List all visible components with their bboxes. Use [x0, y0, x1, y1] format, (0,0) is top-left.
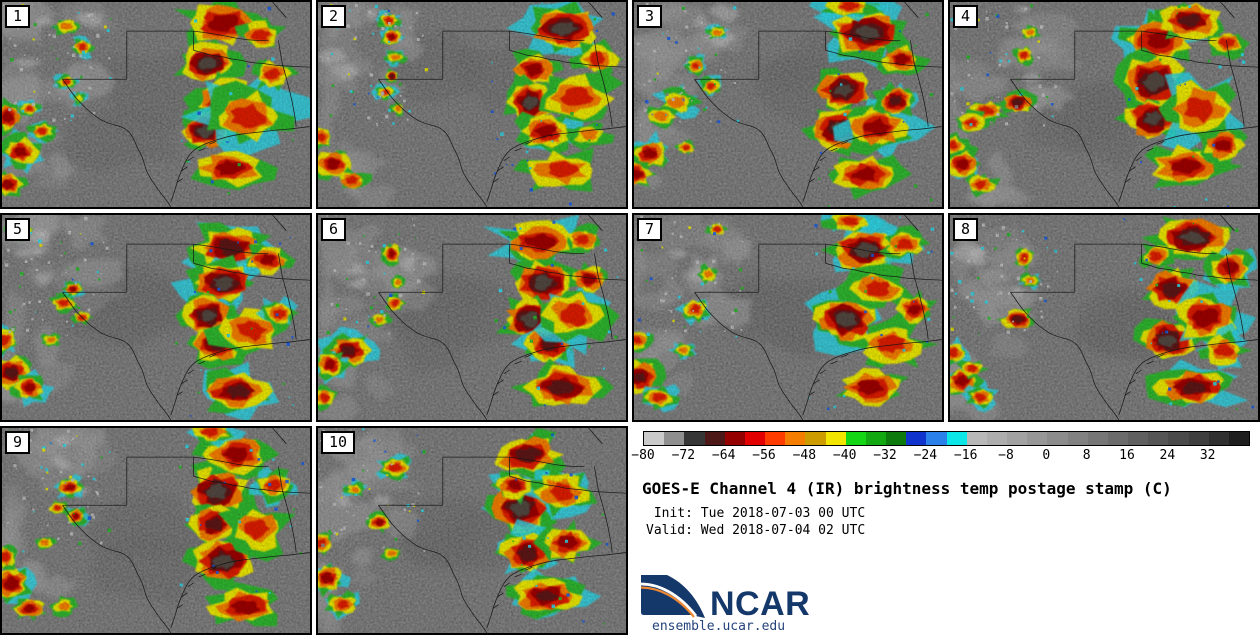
satellite-map	[2, 2, 310, 207]
member-number: 6	[321, 218, 347, 241]
valid-time: Valid: Wed 2018-07-04 02 UTC	[646, 523, 866, 538]
member-number: 10	[321, 431, 356, 454]
member-number: 8	[953, 218, 979, 241]
colorbar-segment	[704, 432, 725, 445]
colorbar-segment	[664, 432, 685, 445]
colorbar-segment	[1027, 432, 1048, 445]
colorbar-segment	[1208, 432, 1229, 445]
satellite-map	[318, 2, 626, 207]
colorbar-segment	[1128, 432, 1149, 445]
colorbar-segment	[1228, 432, 1250, 445]
colorbar-tick-label: 8	[1082, 448, 1091, 463]
satellite-map	[2, 215, 310, 420]
colorbar-segment	[1107, 432, 1129, 445]
member-number: 5	[5, 218, 31, 241]
satellite-map	[318, 215, 626, 420]
satellite-map	[2, 428, 310, 633]
stamp-panel-6: 6	[316, 213, 628, 422]
member-number: 7	[637, 218, 663, 241]
satellite-map	[950, 215, 1258, 420]
colorbar-segment	[906, 432, 927, 445]
colorbar-segment	[744, 432, 766, 445]
colorbar-tick-label: −24	[913, 448, 938, 463]
colorbar-tick-labels: −80 −72 −64 −56 −48 −40 −32 −24 −16 −8 0 8 16 24 32	[631, 448, 1248, 463]
member-number: 1	[5, 5, 31, 28]
colorbar-tick-label: −64	[711, 448, 736, 463]
colorbar-segment	[1047, 432, 1068, 445]
colorbar-segment	[865, 432, 887, 445]
site-url: ensemble.ucar.edu	[652, 619, 786, 634]
colorbar-segment	[1148, 432, 1169, 445]
colorbar-segment	[1168, 432, 1189, 445]
colorbar-segment	[986, 432, 1008, 445]
member-number: 9	[5, 431, 31, 454]
stamp-panel-10: 10	[316, 426, 628, 635]
colorbar-tick-label: 32	[1199, 448, 1216, 463]
colorbar-segment	[644, 432, 665, 445]
stamp-panel-1: 1	[0, 0, 312, 209]
colorbar-segment	[845, 432, 866, 445]
colorbar-segment	[1007, 432, 1028, 445]
colorbar-tick-label: −48	[792, 448, 817, 463]
figure-title: GOES-E Channel 4 (IR) brightness temp po…	[642, 479, 1172, 498]
stamp-panel-3: 3	[632, 0, 944, 209]
colorbar-tick-label: −72	[671, 448, 696, 463]
colorbar-segment	[1087, 432, 1108, 445]
ncar-logo-swoosh-icon	[640, 575, 705, 618]
satellite-map	[950, 2, 1258, 207]
member-number: 2	[321, 5, 347, 28]
ncar-logo-text: NCAR	[710, 585, 811, 624]
colorbar-tick-label: −56	[752, 448, 776, 463]
colorbar	[643, 431, 1250, 446]
colorbar-segment	[785, 432, 806, 445]
colorbar-segment	[886, 432, 907, 445]
colorbar-segment	[765, 432, 786, 445]
stamp-panel-4: 4	[948, 0, 1260, 209]
ncar-logo: NCAR	[639, 571, 811, 624]
satellite-map	[634, 2, 942, 207]
colorbar-segment	[946, 432, 967, 445]
colorbar-segment	[1067, 432, 1088, 445]
colorbar-segment	[825, 432, 846, 445]
stamp-panel-5: 5	[0, 213, 312, 422]
colorbar-tick-label: −80	[631, 448, 655, 463]
colorbar-segment	[805, 432, 826, 445]
stamp-panel-2: 2	[316, 0, 628, 209]
stamp-panel-8: 8	[948, 213, 1260, 422]
colorbar-segment	[724, 432, 745, 445]
colorbar-segment	[684, 432, 705, 445]
stamp-panel-9: 9	[0, 426, 312, 635]
colorbar-tick-label: 16	[1119, 448, 1135, 463]
stamp-panel-7: 7	[632, 213, 944, 422]
colorbar-segment	[926, 432, 947, 445]
colorbar-tick-label: 24	[1159, 448, 1176, 463]
member-number: 3	[637, 5, 663, 28]
colorbar-tick-label: −40	[832, 448, 857, 463]
member-number: 4	[953, 5, 979, 28]
colorbar-tick-label: −16	[953, 448, 978, 463]
colorbar-segment	[966, 432, 987, 445]
colorbar-segment	[1188, 432, 1209, 445]
satellite-map	[634, 215, 942, 420]
colorbar-tick-label: 0	[1042, 448, 1051, 463]
colorbar-tick-label: −32	[873, 448, 897, 463]
satellite-map	[318, 428, 626, 633]
colorbar-tick-label: −8	[998, 448, 1014, 463]
init-time: Init: Tue 2018-07-03 00 UTC	[646, 506, 866, 521]
